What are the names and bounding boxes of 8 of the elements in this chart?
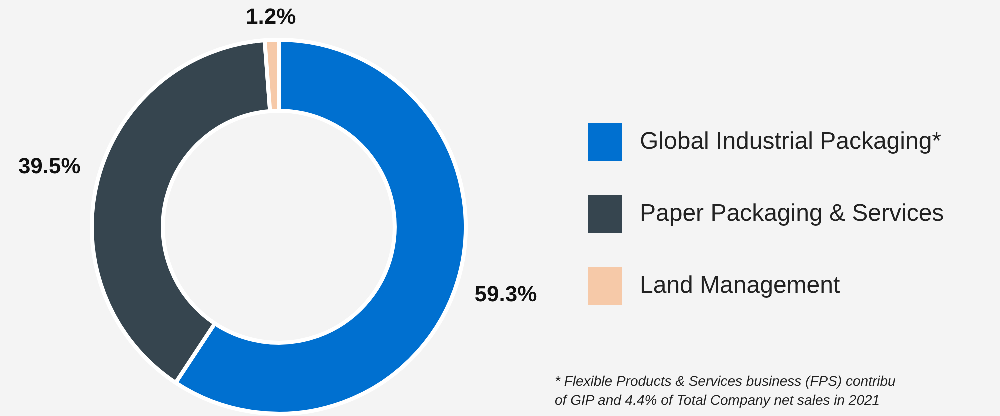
legend-label: Paper Packaging & Services [640,200,944,228]
legend-label: Global Industrial Packaging* [640,128,942,156]
data-label: 59.3% [474,281,538,306]
text: of GIP and 4.4% of Total Company net sales in 2021 [555,391,882,410]
data-label: 1.2% [246,4,296,30]
legend-label: Land Management [640,272,840,300]
data-label: 39.5% [18,153,81,178]
text: * Flexible Products & Services business (FPS) contribu [555,372,897,391]
